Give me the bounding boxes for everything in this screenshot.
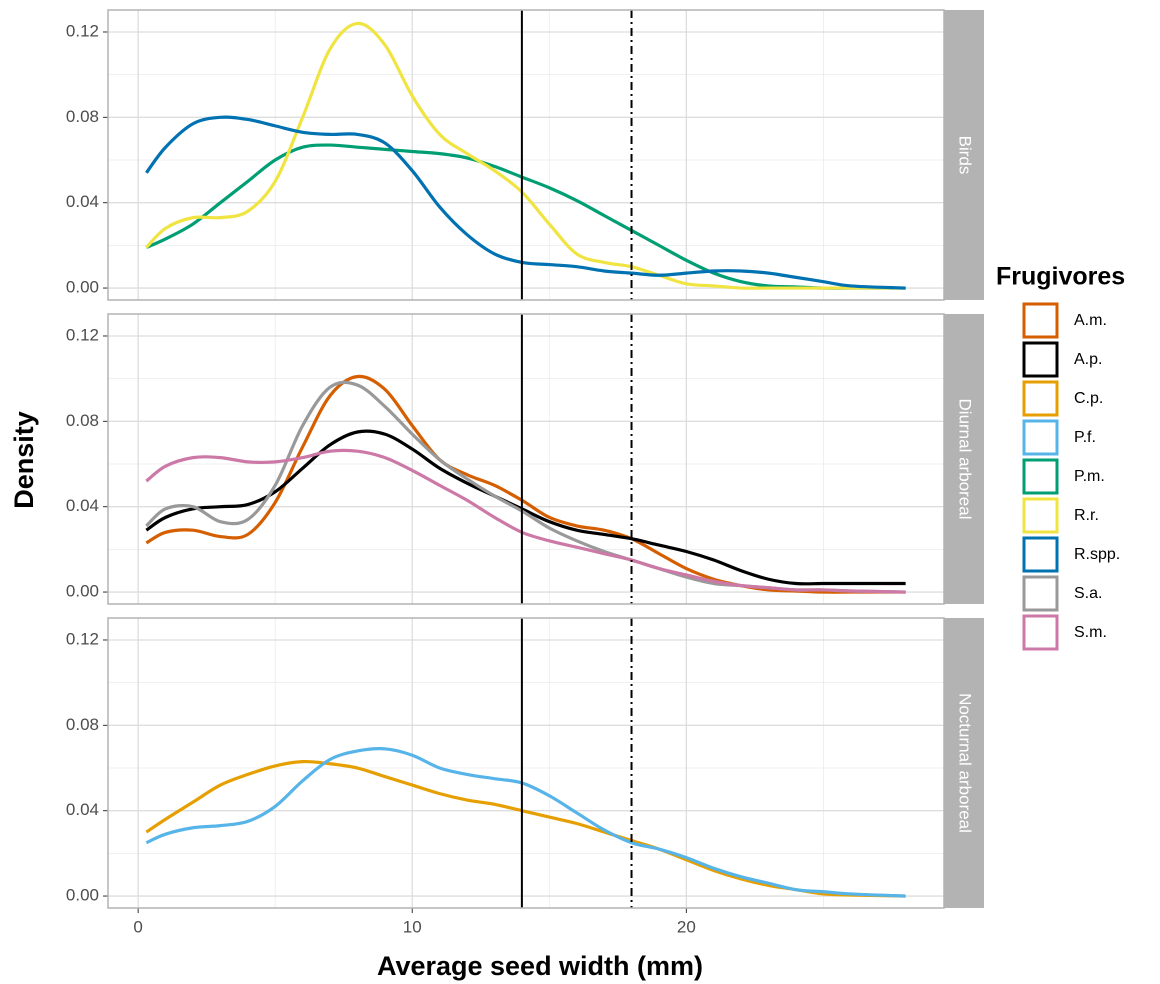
legend-label: P.m.	[1074, 468, 1105, 485]
legend-key	[1022, 536, 1059, 573]
y-tick-label: 0.04	[66, 496, 99, 515]
strip-label: Birds	[956, 136, 975, 175]
y-tick-label: 0.12	[66, 629, 99, 648]
x-tick-label: 10	[403, 917, 422, 936]
legend-key	[1022, 575, 1059, 612]
panel-background	[108, 10, 944, 300]
strip	[944, 314, 984, 604]
panel-background	[108, 314, 944, 604]
legend-label: C.p.	[1074, 390, 1103, 407]
y-tick-label: 0.12	[66, 325, 99, 344]
x-tick-label: 20	[677, 917, 696, 936]
legend-label: S.m.	[1074, 624, 1107, 641]
y-axis-title: Density	[9, 411, 39, 509]
y-tick-label: 0.12	[66, 21, 99, 40]
y-tick-label: 0.00	[66, 886, 99, 905]
legend-label: A.p.	[1074, 351, 1102, 368]
y-tick-label: 0.00	[66, 582, 99, 601]
x-tick-label: 0	[133, 917, 142, 936]
legend-key	[1022, 614, 1059, 651]
legend-label: R.r.	[1074, 507, 1099, 524]
legend-key	[1022, 302, 1059, 339]
strip	[944, 618, 984, 908]
x-axis-title: Average seed width (mm)	[377, 951, 703, 981]
density-line	[145, 759, 906, 898]
y-tick-label: 0.00	[66, 278, 99, 297]
y-tick-label: 0.04	[66, 192, 99, 211]
y-tick-label: 0.08	[66, 715, 99, 734]
y-tick-label: 0.08	[66, 411, 99, 430]
strip-label: Diurnal arboreal	[956, 399, 975, 520]
legend-label: P.f.	[1074, 429, 1096, 446]
density-line	[145, 21, 906, 290]
legend-key	[1022, 380, 1059, 417]
strip	[944, 10, 984, 300]
density-line	[145, 115, 906, 290]
strip-label: Nocturnal arboreal	[956, 693, 975, 833]
y-tick-label: 0.08	[66, 107, 99, 126]
panel-background	[108, 618, 944, 908]
density-line	[145, 746, 906, 898]
density-line	[145, 448, 906, 594]
legend-key	[1022, 419, 1059, 456]
legend-key	[1022, 341, 1059, 378]
legend-title: Frugivores	[996, 263, 1125, 291]
legend-label: S.a.	[1074, 585, 1102, 602]
legend-key	[1022, 458, 1059, 495]
legend-key	[1022, 497, 1059, 534]
legend-label: R.spp.	[1074, 546, 1120, 563]
legend-label: A.m.	[1074, 312, 1107, 329]
density-line	[145, 143, 906, 290]
y-tick-label: 0.04	[66, 800, 99, 819]
